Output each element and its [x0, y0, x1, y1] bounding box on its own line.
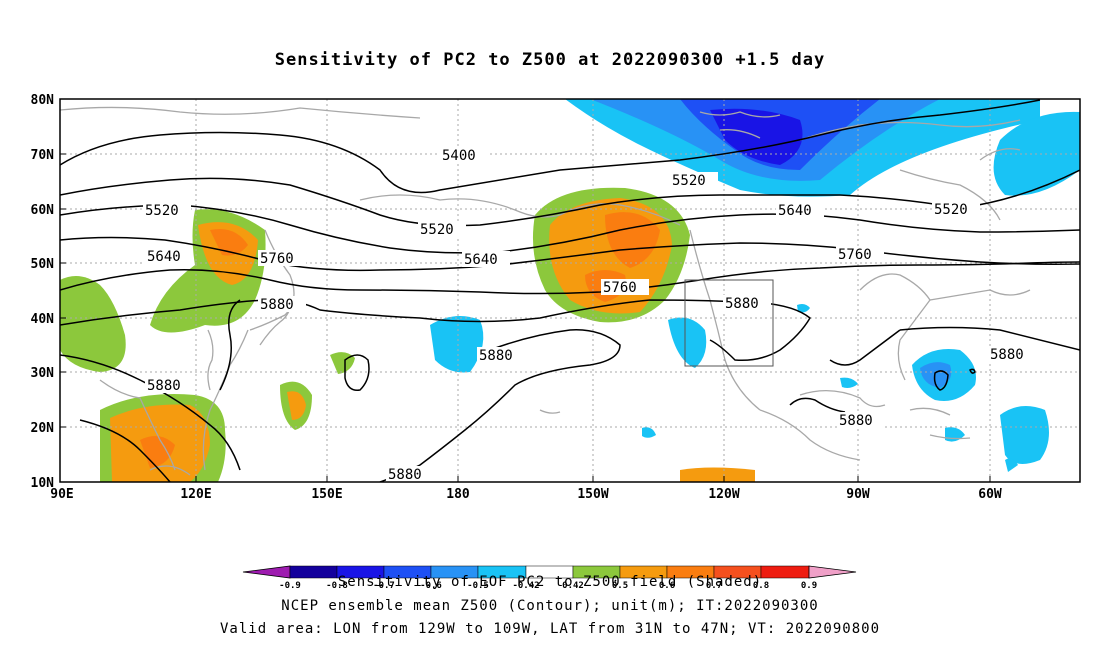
contour-label-5520: 5520: [420, 222, 454, 238]
contour-label-5880: 5880: [388, 467, 422, 483]
lat-label: 20N: [31, 421, 55, 436]
lon-label: 60W: [978, 487, 1002, 502]
colorbar: -0.9 -0.8 -0.7 -0.6 -0.5 -0.42 0.42 0.5 …: [242, 565, 857, 591]
colorbar-tick: 0.8: [753, 581, 769, 591]
valid-area-box: [684, 279, 774, 367]
colorbar-tick: 0.6: [659, 581, 675, 591]
grid-lines: [60, 99, 1080, 482]
lat-label: 40N: [31, 312, 55, 327]
lon-label: 150W: [577, 487, 608, 502]
axis-ticks: [60, 98, 991, 483]
shaded-field: [60, 99, 1080, 482]
colorbar-tick: -0.6: [420, 581, 442, 591]
lat-label: 60N: [31, 203, 55, 218]
colorbar-tick: -0.42: [512, 581, 539, 591]
contour-label-5520: 5520: [672, 173, 706, 189]
colorbar-tick: 0.7: [706, 581, 722, 591]
lon-label: 120E: [180, 487, 211, 502]
contour-label-5400: 5400: [442, 148, 476, 164]
colorbar-tick: -0.8: [326, 581, 348, 591]
colorbar-tick: -0.9: [279, 581, 301, 591]
contour-label-5880: 5880: [725, 296, 759, 312]
colorbar-tick: -0.5: [467, 581, 489, 591]
lat-label: 70N: [31, 148, 55, 163]
contour-label-5880: 5880: [147, 378, 181, 394]
colorbar-tick: 0.5: [612, 581, 628, 591]
colorbar-tick: 0.9: [801, 581, 817, 591]
contour-label-5760: 5760: [603, 280, 637, 296]
lat-label: 50N: [31, 257, 55, 272]
lon-label: 120W: [708, 487, 739, 502]
caption-contour: NCEP ensemble mean Z500 (Contour); unit(…: [281, 598, 819, 614]
contour-label-5640: 5640: [778, 203, 812, 219]
lon-label: 150E: [311, 487, 342, 502]
contour-label-5760: 5760: [838, 247, 872, 263]
lon-label: 90E: [50, 487, 73, 502]
lon-label: 90W: [846, 487, 870, 502]
colorbar-tick: -0.7: [373, 581, 395, 591]
contour-label-5640: 5640: [464, 252, 498, 268]
contour-label-5760: 5760: [260, 251, 294, 267]
lat-label: 30N: [31, 366, 55, 381]
contour-label-5880: 5880: [990, 347, 1024, 363]
contour-label-5520: 5520: [145, 203, 179, 219]
lat-label: 80N: [31, 93, 55, 108]
contour-label-5520: 5520: [934, 202, 968, 218]
map-title: Sensitivity of PC2 to Z500 at 2022090300…: [274, 50, 826, 70]
map-frame: [59, 98, 1081, 483]
contour-label-5880: 5880: [479, 348, 513, 364]
colorbar-tick: 0.42: [562, 581, 584, 591]
contour-labels: 5400 5520 5520 5520 5520 5640 5640 5640 …: [143, 147, 1036, 483]
contour-label-5880: 5880: [839, 413, 873, 429]
lat-label: 10N: [31, 476, 55, 491]
caption-valid-area: Valid area: LON from 129W to 109W, LAT f…: [219, 621, 880, 637]
z500-contours: [60, 99, 1080, 482]
caption-shaded: Sensitivity of EOF PC2 to Z500 field (Sh…: [337, 574, 763, 590]
contour-label-5640: 5640: [147, 249, 181, 265]
lon-label: 180: [446, 487, 470, 502]
contour-label-5880: 5880: [260, 297, 294, 313]
colorbar-right-arrow: [808, 565, 857, 579]
